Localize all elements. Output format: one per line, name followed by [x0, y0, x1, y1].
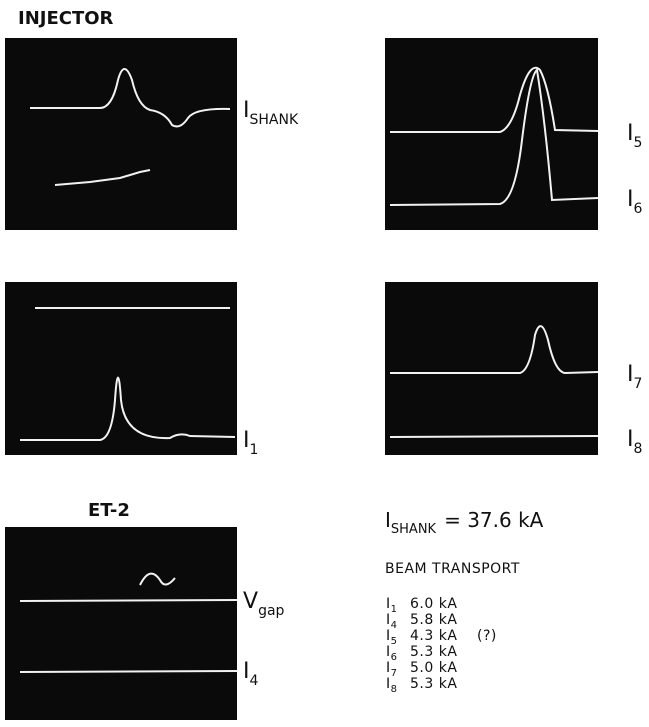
label-sub: 4	[391, 620, 398, 631]
summary: ISHANK= 37.6 kA	[385, 508, 544, 537]
trace-label: ISHANK	[243, 98, 299, 128]
trace-label: I7	[627, 362, 642, 392]
label-sub: 7	[391, 668, 398, 679]
row-note: (?)	[477, 628, 497, 644]
row-value: 4.3 kA	[410, 628, 457, 644]
scope-screen	[5, 527, 237, 720]
trace-label: I8	[627, 427, 642, 457]
label-sub: 1	[250, 442, 259, 458]
label-sub: 1	[391, 604, 398, 615]
scope-screen	[5, 282, 237, 455]
scope-screen	[5, 38, 237, 230]
label-sub: 4	[250, 673, 259, 689]
label-sub: 6	[391, 652, 398, 663]
trace-label: Vgap	[243, 589, 285, 619]
label-sub: 8	[391, 684, 398, 695]
scope-screen	[385, 38, 598, 230]
label-sub: SHANK	[391, 522, 437, 537]
row-value: 5.3 kA	[410, 644, 457, 660]
row-value: 5.0 kA	[410, 660, 457, 676]
heading: ET-2	[88, 500, 130, 521]
trace-label: I1	[243, 428, 258, 458]
trace-label: I4	[243, 659, 259, 689]
label-sub: 7	[634, 376, 643, 392]
section-title: BEAM TRANSPORT	[385, 561, 520, 577]
label-sub: 6	[634, 201, 643, 217]
figure: INJECTOR ET-2 ISHANKI5I6I1I7I8VgapI4ISHA…	[0, 0, 649, 727]
row-value: 5.8 kA	[410, 612, 457, 628]
label-sub: 5	[634, 135, 643, 151]
label-sub: gap	[258, 603, 284, 619]
trace-label: I5	[627, 121, 642, 151]
trace-label: I6	[627, 187, 643, 217]
label-sub: 5	[391, 636, 398, 647]
scope-screen	[385, 282, 598, 455]
heading: INJECTOR	[18, 8, 114, 29]
row-value: 6.0 kA	[410, 596, 457, 612]
row-value: 5.3 kA	[410, 676, 457, 692]
label-main: V	[243, 589, 258, 614]
label-sub: 8	[634, 441, 643, 457]
summary-value: = 37.6 kA	[444, 508, 544, 532]
label-sub: SHANK	[250, 112, 299, 128]
